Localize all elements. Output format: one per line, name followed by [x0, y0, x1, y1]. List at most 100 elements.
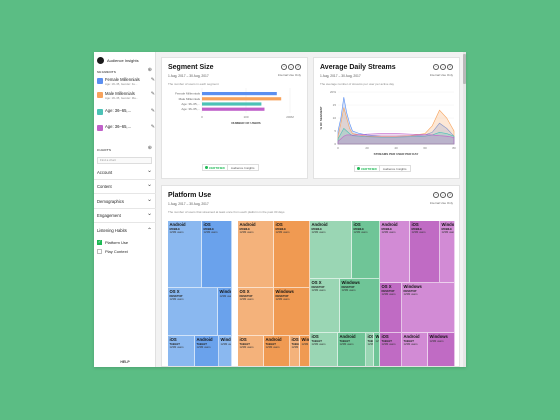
scrollbar[interactable] — [463, 52, 466, 367]
card-tools: − ↓ ? — [281, 64, 301, 70]
checkbox-label: Play Context — [105, 249, 128, 254]
tile-user-count: 123M users — [265, 346, 280, 349]
info-icon[interactable]: ? — [447, 64, 453, 70]
download-icon[interactable]: ↓ — [440, 192, 446, 198]
card-title: Segment Size — [168, 64, 214, 71]
accordion-listening-habits[interactable]: Listening Habits ⌃ — [94, 224, 156, 238]
treemap-tile[interactable]: Android TABLET 123M users — [338, 333, 366, 366]
accordion-demographics[interactable]: Demographics ⌄ — [94, 195, 156, 209]
tile-user-count: 123M users — [353, 231, 368, 234]
tile-device-type: TABLET — [367, 339, 374, 343]
certified-text: CERTIFIED — [361, 166, 377, 171]
series-area — [337, 133, 455, 145]
segment-item[interactable]: Age: 36–65,... ✎ — [97, 124, 155, 136]
chart-search-input[interactable]: Find a chart — [97, 157, 152, 164]
segment-sub: Age: 18–35, Gender: Ma... — [105, 96, 138, 100]
download-icon[interactable]: ↓ — [440, 64, 446, 70]
accordion-content[interactable]: Content ⌄ — [94, 180, 156, 194]
info-icon[interactable]: ? — [295, 64, 301, 70]
treemap-tile[interactable]: Android TABLET 123M users — [264, 336, 290, 366]
minus-icon[interactable]: − — [281, 64, 287, 70]
treemap-tile[interactable]: Windows DESKTOP 123M users — [274, 288, 310, 336]
scrollbar-thumb[interactable] — [463, 54, 466, 84]
treemap-tile[interactable]: Android TABLET 123M users — [402, 333, 428, 366]
accordion-label: Listening Habits — [97, 228, 127, 233]
tile-device-type: TABLET — [265, 342, 276, 346]
treemap-tile[interactable]: iOS MOBILE 123M users — [352, 221, 380, 279]
segment-name: Male Millennials — [105, 91, 135, 96]
checkbox-platform-use[interactable]: Platform Use — [97, 239, 155, 247]
chevron-down-icon: ⌄ — [146, 168, 152, 174]
bar — [202, 92, 277, 96]
tile-device-type: MOBILE — [275, 227, 286, 231]
tile-user-count: 123M users — [239, 346, 254, 349]
treemap-tile[interactable]: OS X DESKTOP 123M users — [310, 279, 340, 333]
segment-item[interactable]: Female Millennials Age: 18–35, Gender: F… — [97, 77, 155, 89]
treemap-tile[interactable]: Android MOBILE 123M users — [310, 221, 352, 279]
treemap-tile[interactable]: Android MOBILE 123M users — [380, 221, 410, 283]
segment-swatch — [97, 125, 103, 131]
x-tick-label: 200M — [286, 115, 294, 119]
segment-swatch — [97, 92, 103, 98]
tile-platform-name: iOS — [381, 334, 389, 339]
accordion-account[interactable]: Account ⌄ — [94, 166, 156, 180]
accordion-engagement[interactable]: Engagement ⌄ — [94, 209, 156, 223]
y-tick-label: 10 — [333, 116, 337, 120]
tile-device-type: DESKTOP — [341, 285, 355, 289]
tile-platform-name: Android — [381, 222, 398, 227]
treemap-tile[interactable]: Windows DESKTOP 123M users — [340, 279, 380, 333]
edit-pencil-icon[interactable]: ✎ — [150, 91, 155, 97]
treemap-tile[interactable]: OS X DESKTOP 123M users — [380, 283, 402, 333]
app-brand[interactable]: Audience Insights — [97, 55, 155, 65]
platform-use-card: Platform Use 1 Aug, 2017 – 30 Aug, 2017 … — [161, 185, 460, 367]
treemap-tile[interactable]: Windows DESKTOP 123M users — [402, 283, 455, 333]
minus-icon[interactable]: − — [433, 192, 439, 198]
y-tick-label: 0 — [334, 142, 336, 146]
treemap-tile[interactable]: OS X DESKTOP 123M users — [168, 288, 218, 336]
tile-platform-name: OS X — [239, 289, 250, 294]
tile-user-count: 123M users — [275, 298, 290, 301]
bar — [202, 102, 262, 106]
treemap-tile[interactable]: Android TABLET 123M users — [195, 336, 219, 366]
series-area — [337, 127, 455, 145]
checkbox-play-context[interactable]: Play Context — [97, 248, 155, 256]
treemap-tile[interactable]: Android MOBILE 123M users — [238, 221, 274, 288]
treemap-tile[interactable]: iOS MOBILE 123M users — [202, 221, 232, 288]
edit-pencil-icon[interactable]: ✎ — [150, 108, 155, 114]
minus-icon[interactable]: − — [433, 64, 439, 70]
tile-platform-name: Windows — [429, 334, 448, 339]
treemap-tile[interactable]: OS X DESKTOP 123M users — [238, 288, 274, 336]
treemap-tile[interactable]: iOS MOBILE 123M users — [274, 221, 310, 288]
x-tick-label: 20 — [365, 146, 369, 150]
segment-item[interactable]: Age: 36–65,... ✎ — [97, 108, 155, 120]
segment-item[interactable]: Male Millennials Age: 18–35, Gender: Ma.… — [97, 91, 155, 103]
card-tools: − ↓ ? — [433, 64, 453, 70]
chevron-down-icon: ⌄ — [146, 197, 152, 203]
edit-pencil-icon[interactable]: ✎ — [150, 124, 155, 130]
bar-label: Age: 36–65,... — [181, 107, 200, 111]
edit-pencil-icon[interactable]: ✎ — [150, 77, 155, 83]
tile-device-type: MOBILE — [411, 227, 422, 231]
chevron-down-icon: ⌄ — [146, 211, 152, 217]
treemap-tile[interactable]: Android MOBILE 123M users — [168, 221, 202, 288]
info-icon[interactable]: ? — [447, 192, 453, 198]
help-link[interactable]: HELP — [120, 360, 130, 364]
treemap-tile[interactable]: WindowsMOBILE123M users — [440, 221, 455, 283]
download-icon[interactable]: ↓ — [288, 64, 294, 70]
add-segment-icon[interactable]: ⊕ — [147, 67, 152, 73]
treemap-tile[interactable]: iOS MOBILE 123M users — [410, 221, 440, 283]
tile-platform-name: iOS — [169, 337, 177, 342]
add-chart-icon[interactable]: ⊕ — [147, 145, 152, 151]
tile-user-count: 123M users — [381, 343, 396, 346]
